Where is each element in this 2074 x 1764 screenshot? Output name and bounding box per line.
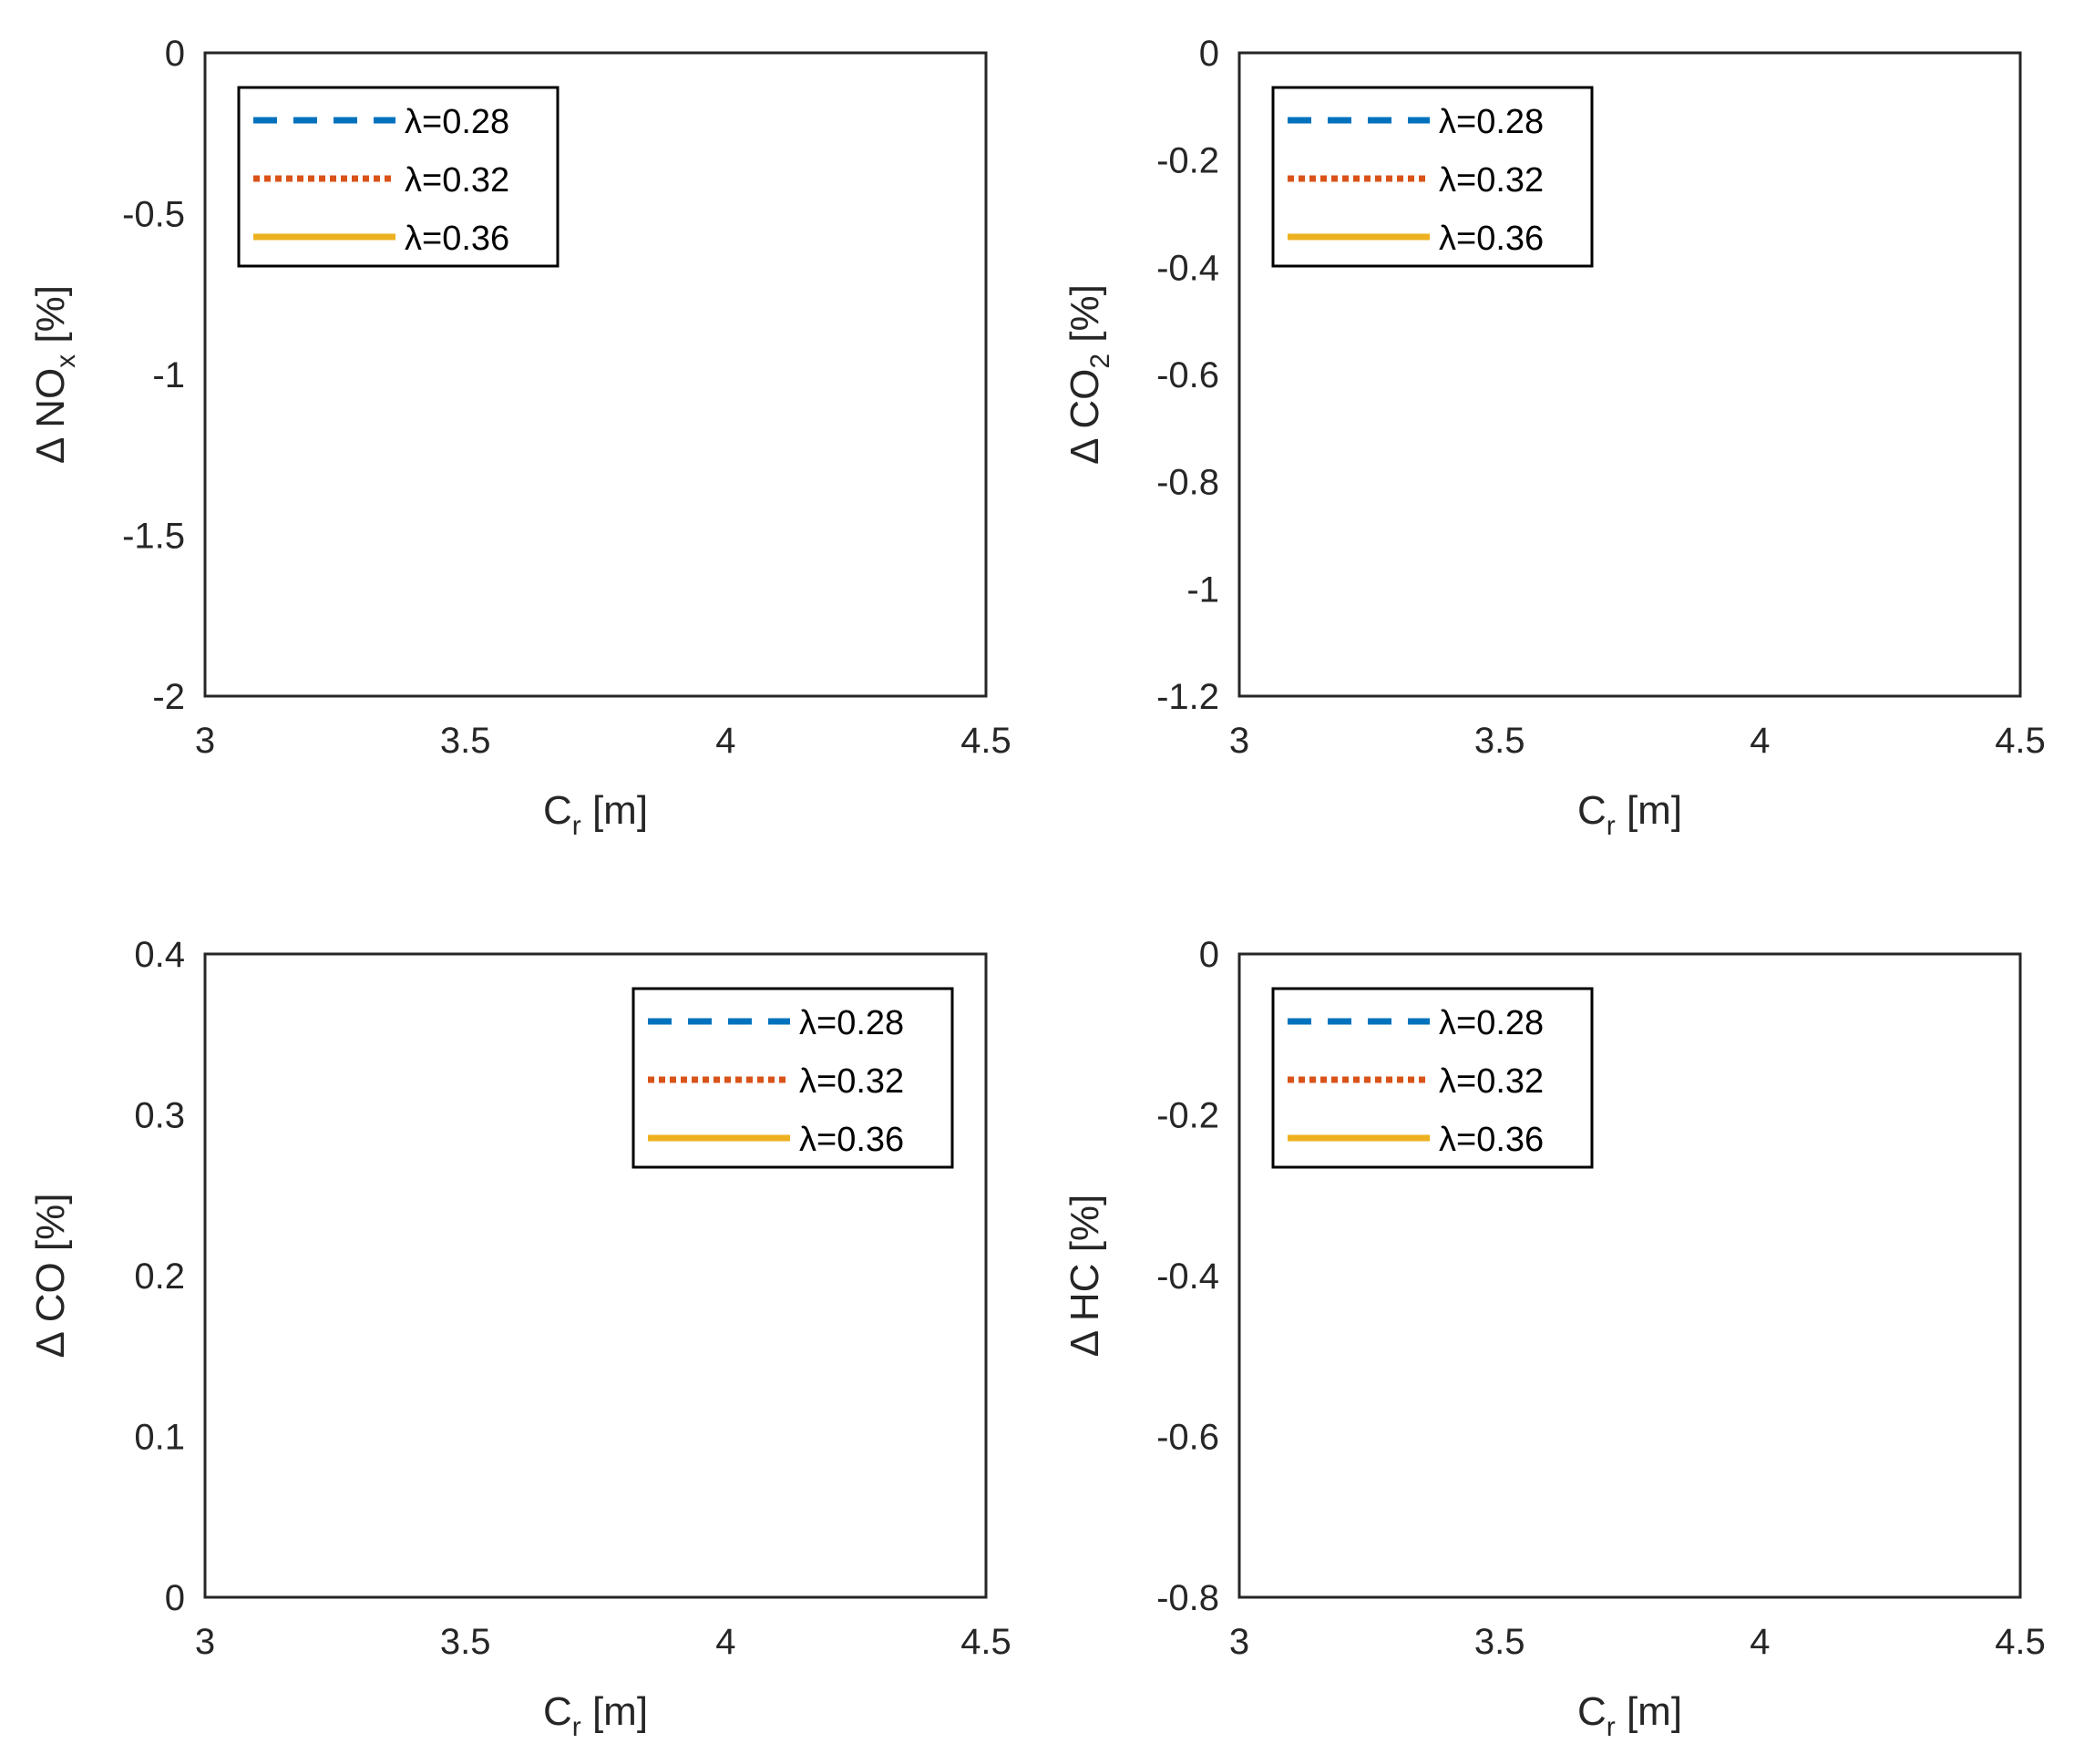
x-tick-label: 3 <box>195 1622 215 1662</box>
x-tick-label: 4 <box>715 721 735 761</box>
y-axis-label: Δ CO2 [%] <box>1063 284 1115 465</box>
y-tick-label: 0.4 <box>134 935 185 975</box>
x-tick-label: 4.5 <box>1995 721 2046 761</box>
y-tick-label: -0.6 <box>1156 1418 1219 1458</box>
legend-label-2: λ=0.32 <box>1439 161 1544 200</box>
x-tick-label: 4 <box>1750 721 1770 761</box>
y-axis-label: Δ HC [%] <box>1063 1195 1107 1358</box>
x-axis-label: Cr [m] <box>1577 788 1682 841</box>
legend-label-1: λ=0.28 <box>1439 103 1544 141</box>
legend-label-3: λ=0.36 <box>1439 220 1544 258</box>
x-tick-label: 3.5 <box>440 1622 491 1662</box>
x-axis-label: Cr [m] <box>543 1689 648 1742</box>
y-tick-label: 0 <box>1199 935 1219 975</box>
legend: λ=0.28 λ=0.32 λ=0.36 <box>1271 987 1594 1169</box>
y-tick-label: -1 <box>1186 569 1219 610</box>
y-tick-label: 0 <box>1199 34 1219 74</box>
y-tick-label: -0.4 <box>1156 248 1219 288</box>
y-tick-label: -0.8 <box>1156 463 1219 503</box>
x-tick-label: 3.5 <box>1474 721 1525 761</box>
legend-label-3: λ=0.36 <box>1439 1121 1544 1159</box>
legend-label-2: λ=0.32 <box>799 1062 904 1101</box>
legend-label-2: λ=0.32 <box>1439 1062 1544 1101</box>
x-tick-label: 3.5 <box>1474 1622 1525 1662</box>
x-tick-label: 3 <box>195 721 215 761</box>
y-tick-label: 0 <box>165 34 185 74</box>
x-tick-label: 4 <box>1750 1622 1770 1662</box>
legend-label-3: λ=0.36 <box>405 220 509 258</box>
x-axis-label: Cr [m] <box>543 788 648 841</box>
x-tick-label: 4 <box>715 1622 735 1662</box>
x-tick-label: 3 <box>1229 721 1249 761</box>
y-tick-label: 0.2 <box>134 1256 185 1297</box>
y-tick-label: 0.3 <box>134 1096 185 1136</box>
legend-label-3: λ=0.36 <box>799 1121 904 1159</box>
legend-label-1: λ=0.28 <box>405 103 509 141</box>
x-tick-label: 4.5 <box>1995 1622 2046 1662</box>
y-tick-label: -0.4 <box>1156 1256 1219 1297</box>
y-tick-label: -0.2 <box>1156 141 1219 181</box>
y-axis-label: Δ NOx [%] <box>28 285 81 464</box>
y-tick-label: -0.8 <box>1156 1578 1219 1618</box>
x-tick-label: 3 <box>1229 1622 1249 1662</box>
x-axis-label: Cr [m] <box>1577 1689 1682 1742</box>
subplot-2: 3 3.5 4 4.5 -1.2 -1 -0.8 -0.6 -0.4 -0.2 0 Cr [m] Δ C… <box>1063 34 2046 841</box>
x-tick-label: 4.5 <box>960 721 1011 761</box>
legend: λ=0.28 λ=0.32 λ=0.36 <box>631 987 954 1169</box>
legend-label-2: λ=0.32 <box>405 161 509 200</box>
x-tick-label: 3.5 <box>440 721 491 761</box>
y-tick-label: -1.2 <box>1156 677 1219 717</box>
y-tick-label: -0.5 <box>122 195 185 235</box>
subplot-4: 3 3.5 4 4.5 -0.8 -0.6 -0.4 -0.2 0 Cr [m] Δ HC [%] λ… <box>1063 935 2046 1742</box>
y-tick-label: -0.6 <box>1156 355 1219 395</box>
subplot-1: 3 3.5 4 4.5 -2 -1.5 -1 -0.5 0 Cr [m] Δ NOx [%] λ=0.… <box>28 34 1011 841</box>
y-tick-label: -1 <box>152 355 185 395</box>
y-axis-label: Δ CO [%] <box>28 1194 73 1359</box>
y-tick-label: -2 <box>152 677 185 717</box>
legend-label-1: λ=0.28 <box>1439 1004 1544 1042</box>
y-tick-label: -1.5 <box>122 517 185 557</box>
y-tick-label: -0.2 <box>1156 1096 1219 1136</box>
legend-label-1: λ=0.28 <box>799 1004 904 1042</box>
y-tick-label: 0 <box>165 1578 185 1618</box>
x-tick-label: 4.5 <box>960 1622 1011 1662</box>
y-tick-label: 0.1 <box>134 1418 185 1458</box>
legend: λ=0.28 λ=0.32 λ=0.36 <box>237 86 560 268</box>
subplot-3: 3 3.5 4 4.5 0 0.1 0.2 0.3 0.4 Cr [m] Δ CO [%] λ=0.2… <box>28 935 1011 1742</box>
legend: λ=0.28 λ=0.32 λ=0.36 <box>1271 86 1594 268</box>
